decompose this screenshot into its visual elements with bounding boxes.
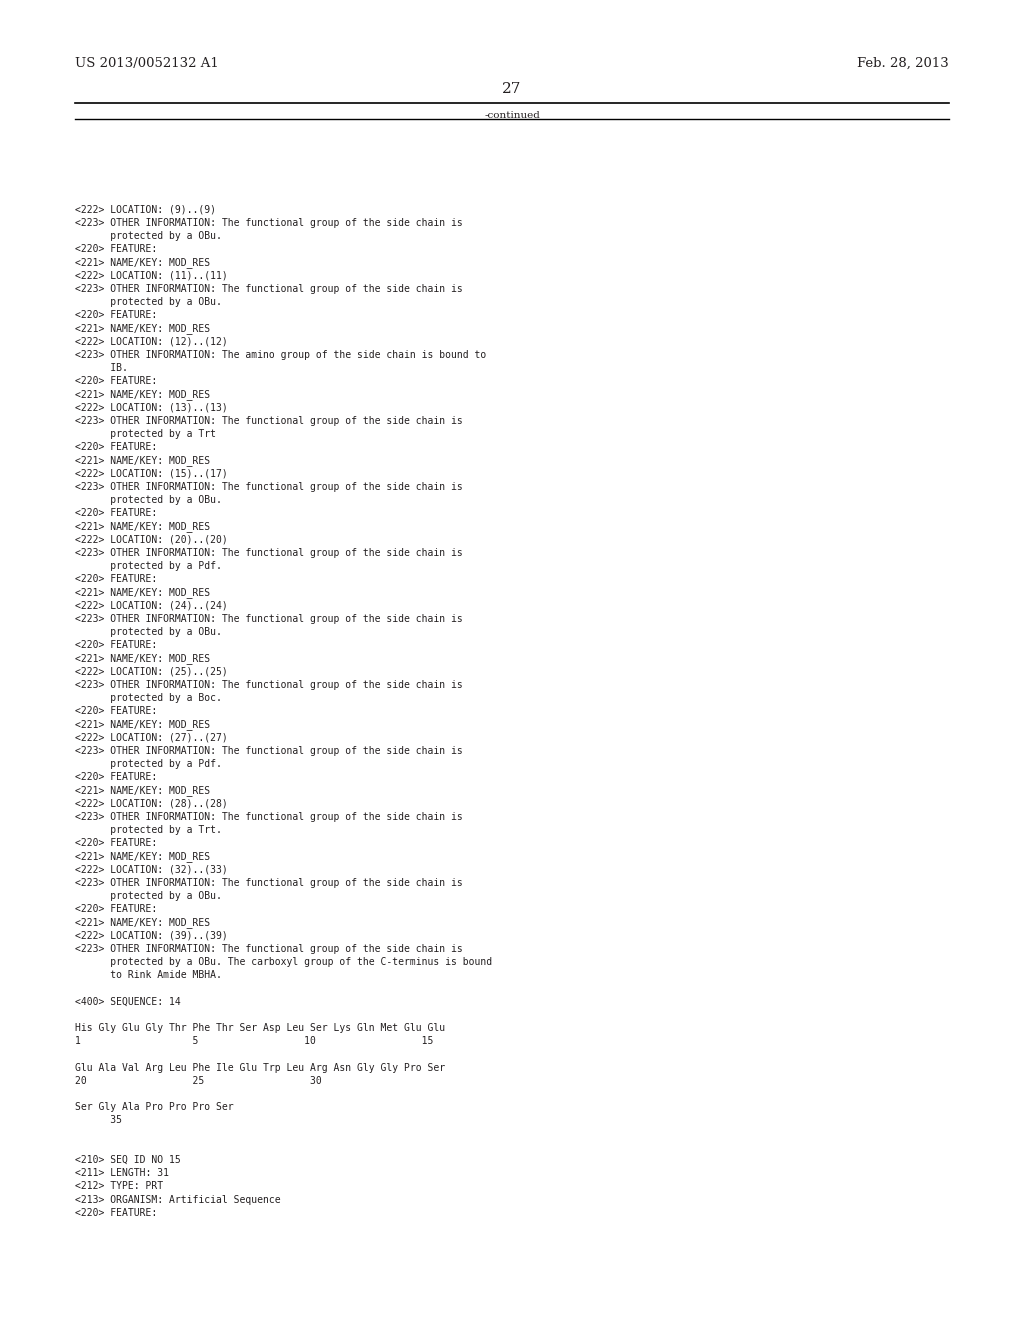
Text: <221> NAME/KEY: MOD_RES: <221> NAME/KEY: MOD_RES xyxy=(75,455,210,466)
Text: protected by a OBu.: protected by a OBu. xyxy=(75,891,221,902)
Text: <221> NAME/KEY: MOD_RES: <221> NAME/KEY: MOD_RES xyxy=(75,257,210,268)
Text: <220> FEATURE:: <220> FEATURE: xyxy=(75,904,157,915)
Text: <222> LOCATION: (27)..(27): <222> LOCATION: (27)..(27) xyxy=(75,733,227,743)
Text: <221> NAME/KEY: MOD_RES: <221> NAME/KEY: MOD_RES xyxy=(75,851,210,862)
Text: -continued: -continued xyxy=(484,111,540,120)
Text: <220> FEATURE:: <220> FEATURE: xyxy=(75,706,157,717)
Text: <223> OTHER INFORMATION: The functional group of the side chain is: <223> OTHER INFORMATION: The functional … xyxy=(75,482,463,492)
Text: protected by a Trt: protected by a Trt xyxy=(75,429,216,440)
Text: protected by a OBu.: protected by a OBu. xyxy=(75,495,221,506)
Text: 27: 27 xyxy=(503,82,521,96)
Text: protected by a OBu.: protected by a OBu. xyxy=(75,297,221,308)
Text: <222> LOCATION: (9)..(9): <222> LOCATION: (9)..(9) xyxy=(75,205,216,215)
Text: <220> FEATURE:: <220> FEATURE: xyxy=(75,574,157,585)
Text: <220> FEATURE:: <220> FEATURE: xyxy=(75,772,157,783)
Text: <223> OTHER INFORMATION: The amino group of the side chain is bound to: <223> OTHER INFORMATION: The amino group… xyxy=(75,350,486,360)
Text: <223> OTHER INFORMATION: The functional group of the side chain is: <223> OTHER INFORMATION: The functional … xyxy=(75,812,463,822)
Text: <222> LOCATION: (24)..(24): <222> LOCATION: (24)..(24) xyxy=(75,601,227,611)
Text: US 2013/0052132 A1: US 2013/0052132 A1 xyxy=(75,57,218,70)
Text: protected by a Trt.: protected by a Trt. xyxy=(75,825,221,836)
Text: IB.: IB. xyxy=(75,363,128,374)
Text: protected by a Pdf.: protected by a Pdf. xyxy=(75,759,221,770)
Text: <222> LOCATION: (15)..(17): <222> LOCATION: (15)..(17) xyxy=(75,469,227,479)
Text: <221> NAME/KEY: MOD_RES: <221> NAME/KEY: MOD_RES xyxy=(75,719,210,730)
Text: <222> LOCATION: (20)..(20): <222> LOCATION: (20)..(20) xyxy=(75,535,227,545)
Text: <222> LOCATION: (32)..(33): <222> LOCATION: (32)..(33) xyxy=(75,865,227,875)
Text: <221> NAME/KEY: MOD_RES: <221> NAME/KEY: MOD_RES xyxy=(75,917,210,928)
Text: <220> FEATURE:: <220> FEATURE: xyxy=(75,1208,157,1218)
Text: <220> FEATURE:: <220> FEATURE: xyxy=(75,310,157,321)
Text: <220> FEATURE:: <220> FEATURE: xyxy=(75,640,157,651)
Text: to Rink Amide MBHA.: to Rink Amide MBHA. xyxy=(75,970,221,981)
Text: <223> OTHER INFORMATION: The functional group of the side chain is: <223> OTHER INFORMATION: The functional … xyxy=(75,416,463,426)
Text: <223> OTHER INFORMATION: The functional group of the side chain is: <223> OTHER INFORMATION: The functional … xyxy=(75,944,463,954)
Text: <223> OTHER INFORMATION: The functional group of the side chain is: <223> OTHER INFORMATION: The functional … xyxy=(75,746,463,756)
Text: <223> OTHER INFORMATION: The functional group of the side chain is: <223> OTHER INFORMATION: The functional … xyxy=(75,548,463,558)
Text: <213> ORGANISM: Artificial Sequence: <213> ORGANISM: Artificial Sequence xyxy=(75,1195,281,1205)
Text: <222> LOCATION: (25)..(25): <222> LOCATION: (25)..(25) xyxy=(75,667,227,677)
Text: protected by a OBu. The carboxyl group of the C-terminus is bound: protected by a OBu. The carboxyl group o… xyxy=(75,957,492,968)
Text: <220> FEATURE:: <220> FEATURE: xyxy=(75,442,157,453)
Text: <210> SEQ ID NO 15: <210> SEQ ID NO 15 xyxy=(75,1155,180,1166)
Text: <220> FEATURE:: <220> FEATURE: xyxy=(75,376,157,387)
Text: <220> FEATURE:: <220> FEATURE: xyxy=(75,838,157,849)
Text: <222> LOCATION: (28)..(28): <222> LOCATION: (28)..(28) xyxy=(75,799,227,809)
Text: <223> OTHER INFORMATION: The functional group of the side chain is: <223> OTHER INFORMATION: The functional … xyxy=(75,284,463,294)
Text: <223> OTHER INFORMATION: The functional group of the side chain is: <223> OTHER INFORMATION: The functional … xyxy=(75,218,463,228)
Text: <220> FEATURE:: <220> FEATURE: xyxy=(75,508,157,519)
Text: <223> OTHER INFORMATION: The functional group of the side chain is: <223> OTHER INFORMATION: The functional … xyxy=(75,680,463,690)
Text: <222> LOCATION: (39)..(39): <222> LOCATION: (39)..(39) xyxy=(75,931,227,941)
Text: <220> FEATURE:: <220> FEATURE: xyxy=(75,244,157,255)
Text: <221> NAME/KEY: MOD_RES: <221> NAME/KEY: MOD_RES xyxy=(75,521,210,532)
Text: <221> NAME/KEY: MOD_RES: <221> NAME/KEY: MOD_RES xyxy=(75,389,210,400)
Text: <223> OTHER INFORMATION: The functional group of the side chain is: <223> OTHER INFORMATION: The functional … xyxy=(75,878,463,888)
Text: His Gly Glu Gly Thr Phe Thr Ser Asp Leu Ser Lys Gln Met Glu Glu: His Gly Glu Gly Thr Phe Thr Ser Asp Leu … xyxy=(75,1023,444,1034)
Text: <212> TYPE: PRT: <212> TYPE: PRT xyxy=(75,1181,163,1192)
Text: Ser Gly Ala Pro Pro Pro Ser: Ser Gly Ala Pro Pro Pro Ser xyxy=(75,1102,233,1113)
Text: <221> NAME/KEY: MOD_RES: <221> NAME/KEY: MOD_RES xyxy=(75,587,210,598)
Text: <222> LOCATION: (13)..(13): <222> LOCATION: (13)..(13) xyxy=(75,403,227,413)
Text: Feb. 28, 2013: Feb. 28, 2013 xyxy=(857,57,949,70)
Text: <400> SEQUENCE: 14: <400> SEQUENCE: 14 xyxy=(75,997,180,1007)
Text: protected by a Boc.: protected by a Boc. xyxy=(75,693,221,704)
Text: 20                  25                  30: 20 25 30 xyxy=(75,1076,322,1086)
Text: <221> NAME/KEY: MOD_RES: <221> NAME/KEY: MOD_RES xyxy=(75,785,210,796)
Text: Glu Ala Val Arg Leu Phe Ile Glu Trp Leu Arg Asn Gly Gly Pro Ser: Glu Ala Val Arg Leu Phe Ile Glu Trp Leu … xyxy=(75,1063,444,1073)
Text: 35: 35 xyxy=(75,1115,122,1126)
Text: protected by a OBu.: protected by a OBu. xyxy=(75,231,221,242)
Text: <211> LENGTH: 31: <211> LENGTH: 31 xyxy=(75,1168,169,1179)
Text: <222> LOCATION: (12)..(12): <222> LOCATION: (12)..(12) xyxy=(75,337,227,347)
Text: 1                   5                  10                  15: 1 5 10 15 xyxy=(75,1036,433,1047)
Text: <223> OTHER INFORMATION: The functional group of the side chain is: <223> OTHER INFORMATION: The functional … xyxy=(75,614,463,624)
Text: <221> NAME/KEY: MOD_RES: <221> NAME/KEY: MOD_RES xyxy=(75,653,210,664)
Text: protected by a OBu.: protected by a OBu. xyxy=(75,627,221,638)
Text: <221> NAME/KEY: MOD_RES: <221> NAME/KEY: MOD_RES xyxy=(75,323,210,334)
Text: protected by a Pdf.: protected by a Pdf. xyxy=(75,561,221,572)
Text: <222> LOCATION: (11)..(11): <222> LOCATION: (11)..(11) xyxy=(75,271,227,281)
